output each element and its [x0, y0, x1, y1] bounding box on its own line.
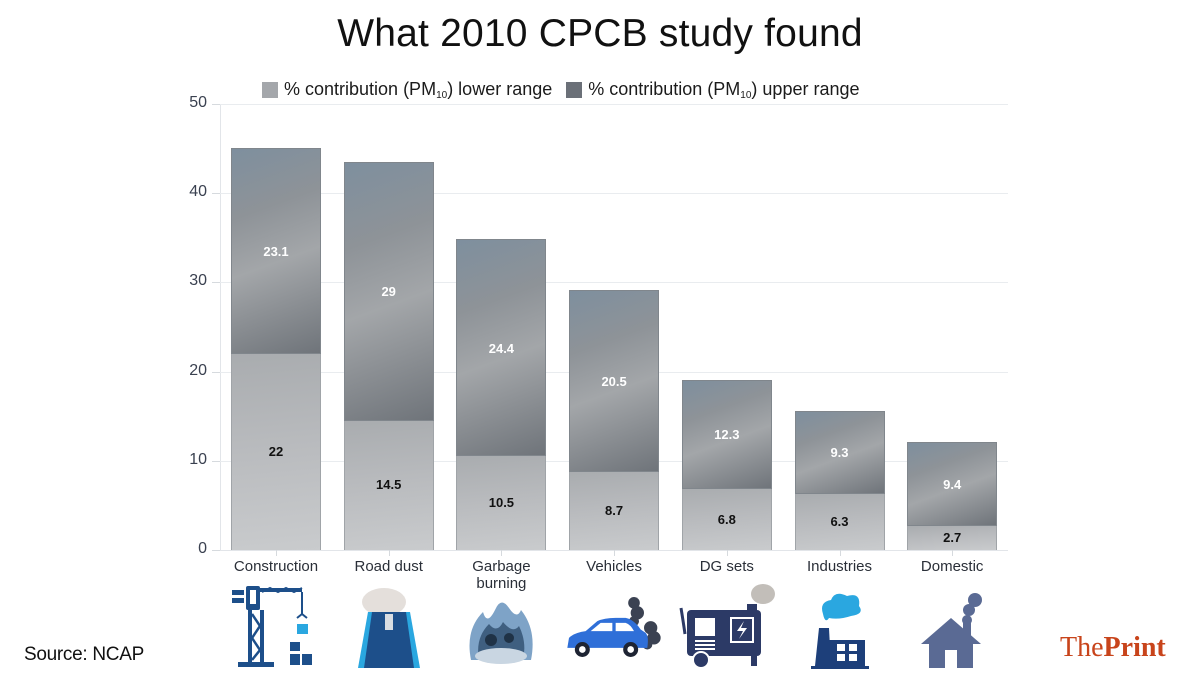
bar-segment-lower[interactable]: 2.7 — [907, 525, 998, 550]
x-tick-mark — [388, 550, 390, 556]
y-tick-mark — [212, 550, 220, 551]
bar-value-lower: 2.7 — [943, 529, 962, 545]
chart-legend: % contribution (PM10) lower range % cont… — [262, 79, 860, 101]
garbage-fire-icon — [451, 582, 551, 670]
x-category-label: Construction — [233, 558, 319, 575]
gridline — [212, 193, 1008, 195]
legend-item-upper: % contribution (PM10) upper range — [566, 79, 860, 101]
bar-value-upper: 9.3 — [830, 445, 849, 461]
x-category-label: Road dust — [354, 558, 423, 575]
bar-segment-lower[interactable]: 14.5 — [343, 420, 434, 550]
stacked-bar[interactable]: 29 14.5 — [343, 161, 434, 550]
house-chimney-icon — [902, 582, 1002, 670]
x-tick-mark — [501, 550, 503, 556]
x-category-label: Vehicles — [586, 558, 643, 575]
y-tick-mark — [212, 282, 220, 284]
chart-title: What 2010 CPCB study found — [337, 12, 863, 55]
factory-icon — [790, 582, 890, 670]
bar-segment-upper[interactable]: 29 — [343, 161, 434, 421]
y-tick-label: 50 — [189, 94, 207, 111]
bar-segment-upper[interactable]: 23.1 — [231, 147, 321, 354]
source-note: Source: NCAP — [24, 644, 144, 665]
legend-swatch-upper — [566, 82, 583, 98]
bar-value-lower: 6.8 — [717, 511, 736, 527]
x-tick-mark — [839, 550, 841, 556]
car-exhaust-icon — [564, 582, 664, 670]
bar-value-upper: 23.1 — [263, 243, 289, 259]
x-axis-line — [220, 550, 1008, 551]
bar-segment-upper[interactable]: 20.5 — [569, 289, 660, 473]
bar-value-upper: 29 — [381, 284, 396, 300]
bar-segment-upper[interactable]: 9.3 — [794, 410, 885, 494]
x-tick-mark — [276, 550, 277, 556]
y-tick-label: 40 — [189, 183, 207, 201]
bar-segment-lower[interactable]: 6.3 — [794, 493, 885, 550]
bar-segment-lower[interactable]: 10.5 — [456, 456, 547, 550]
gridline — [212, 282, 1008, 284]
legend-label-upper: % contribution (PM10) upper range — [588, 79, 860, 101]
y-tick-label: 20 — [189, 361, 207, 379]
y-tick-mark — [212, 460, 220, 462]
brand-the: The — [1060, 632, 1104, 663]
gridline — [212, 104, 1008, 105]
y-tick-mark — [212, 104, 220, 105]
bar-segment-lower[interactable]: 6.8 — [681, 489, 772, 550]
y-tick-mark — [212, 371, 220, 373]
road-icon — [339, 582, 439, 670]
stacked-bar[interactable]: 12.3 6.8 — [681, 379, 772, 550]
legend-swatch-lower — [262, 82, 278, 98]
y-axis-line — [220, 104, 221, 551]
bar-value-lower: 14.5 — [376, 477, 402, 493]
stacked-bar[interactable]: 24.4 10.5 — [456, 238, 547, 550]
y-tick-label: 30 — [189, 272, 207, 290]
bar-value-lower: 6.3 — [830, 513, 849, 529]
brand-logo: ThePrint — [1060, 632, 1166, 664]
diesel-generator-icon — [677, 582, 777, 670]
bar-value-upper: 24.4 — [488, 340, 515, 356]
x-tick-mark — [726, 550, 728, 556]
x-category-label: Industries — [806, 558, 873, 575]
bar-value-upper: 12.3 — [714, 427, 740, 443]
y-tick-label: 0 — [198, 540, 207, 557]
bar-value-lower: 22 — [268, 443, 284, 459]
bar-segment-lower[interactable]: 8.7 — [569, 472, 660, 550]
x-tick-mark — [614, 550, 616, 556]
x-category-label: Domestic — [920, 558, 984, 575]
stacked-bar[interactable]: 9.4 2.7 — [907, 442, 998, 550]
y-tick-mark — [212, 193, 220, 195]
stacked-bar[interactable]: 23.1 22 — [231, 147, 321, 550]
bar-value-upper: 9.4 — [943, 476, 962, 492]
x-tick-mark — [952, 550, 954, 556]
brand-print: Print — [1103, 632, 1166, 663]
x-category-label: Garbage burning — [472, 558, 531, 592]
stacked-bar[interactable]: 20.5 8.7 — [569, 289, 660, 550]
bar-segment-upper[interactable]: 9.4 — [907, 442, 998, 526]
bar-value-upper: 20.5 — [601, 373, 627, 389]
construction-crane-icon — [226, 582, 326, 670]
bar-value-lower: 8.7 — [605, 503, 624, 519]
x-category-label: DG sets — [699, 558, 754, 575]
bar-segment-lower[interactable]: 22 — [231, 353, 321, 550]
legend-item-lower: % contribution (PM10) lower range — [262, 79, 552, 101]
bar-value-lower: 10.5 — [488, 495, 515, 511]
legend-label-lower: % contribution (PM10) lower range — [284, 79, 553, 101]
bar-segment-upper[interactable]: 24.4 — [456, 238, 547, 457]
bar-segment-upper[interactable]: 12.3 — [681, 379, 772, 490]
stacked-bar[interactable]: 9.3 6.3 — [794, 410, 885, 550]
y-tick-label: 10 — [189, 450, 207, 468]
